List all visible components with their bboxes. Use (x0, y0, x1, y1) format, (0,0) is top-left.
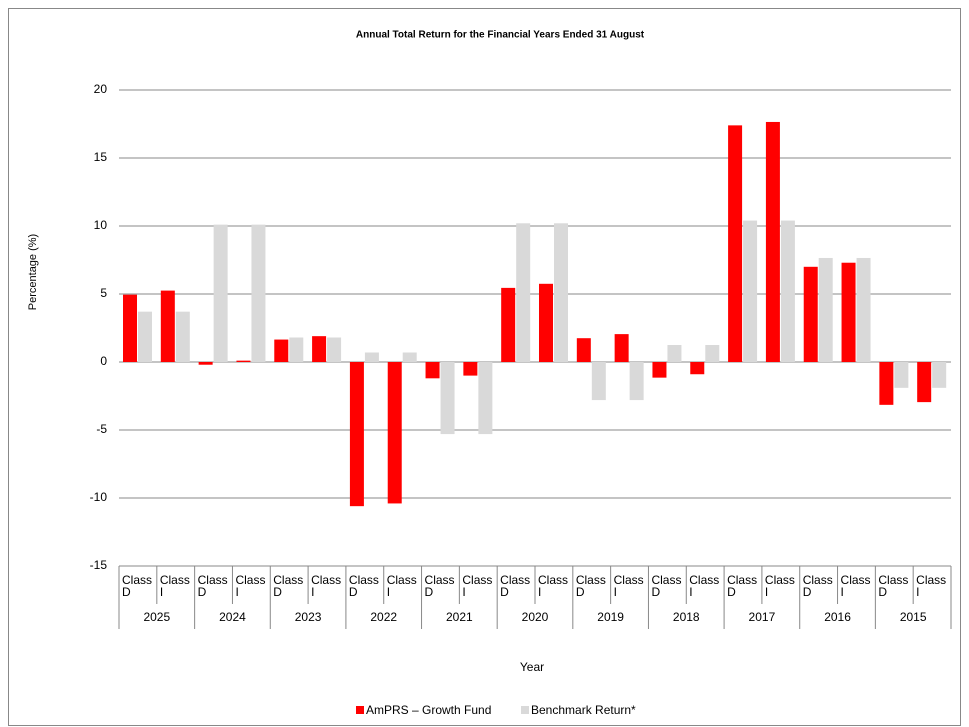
group-label: 2023 (295, 610, 322, 624)
y-tick-label: 15 (94, 150, 108, 164)
x-tick-label: Class I (689, 573, 720, 599)
x-tick-label: Class D (727, 573, 758, 599)
bar (879, 362, 894, 405)
y-tick-label: 20 (94, 82, 108, 96)
legend-label: Benchmark Return* (531, 703, 636, 717)
bar (516, 223, 531, 362)
bar (123, 294, 137, 362)
bar (402, 352, 417, 362)
bar (463, 362, 478, 376)
bar (160, 290, 175, 362)
group-label: 2019 (597, 610, 624, 624)
group-label: 2022 (370, 610, 397, 624)
bar (501, 287, 516, 362)
legend-swatch (521, 706, 529, 714)
x-tick-label: Class I (764, 573, 795, 599)
bar (425, 362, 440, 379)
bar (576, 338, 591, 362)
x-tick-label: Class D (197, 573, 228, 599)
y-tick-label: -15 (90, 558, 108, 572)
bar (236, 360, 251, 362)
bar (327, 337, 342, 362)
x-tick-label: Class I (311, 573, 342, 599)
bar (213, 224, 228, 362)
x-tick-label: Class I (386, 573, 417, 599)
chart-frame (8, 8, 961, 726)
x-tick-label: Class I (538, 573, 569, 599)
bar (175, 311, 190, 362)
bar (818, 257, 833, 362)
x-axis-title: Year (520, 660, 544, 674)
x-tick-label: Class I (235, 573, 266, 599)
y-axis-title: Percentage (%) (27, 234, 39, 310)
x-tick-label: Class D (575, 573, 606, 599)
legend-label: AmPRS – Growth Fund (366, 703, 491, 717)
bar (614, 334, 629, 362)
bar (803, 266, 818, 362)
bar (765, 121, 780, 363)
bar (274, 339, 289, 362)
bar (440, 362, 455, 435)
group-label: 2017 (749, 610, 776, 624)
x-tick-label: Class D (878, 573, 909, 599)
x-tick-label: Class I (916, 573, 947, 599)
bar (780, 220, 795, 362)
bar (251, 224, 266, 362)
group-label: 2016 (824, 610, 851, 624)
x-tick-label: Class D (802, 573, 833, 599)
y-tick-label: -10 (90, 490, 108, 504)
x-tick-label: Class I (159, 573, 190, 599)
x-tick-label: Class D (651, 573, 682, 599)
group-label: 2020 (522, 610, 549, 624)
bar (629, 362, 644, 401)
bar (387, 362, 402, 504)
group-label: 2025 (143, 610, 170, 624)
y-tick-label: -5 (96, 422, 107, 436)
bar (856, 257, 871, 362)
x-tick-label: Class I (462, 573, 493, 599)
bar (364, 352, 379, 362)
x-tick-label: Class D (122, 573, 153, 599)
y-tick-label: 10 (94, 218, 108, 232)
bar (690, 362, 705, 375)
bar (728, 125, 743, 362)
group-label: 2015 (900, 610, 927, 624)
legend-swatch (356, 706, 364, 714)
bar (667, 345, 682, 362)
bar (894, 362, 909, 388)
chart-title: Annual Total Return for the Financial Ye… (356, 30, 645, 41)
bar (289, 337, 304, 362)
bar (743, 220, 758, 362)
bar (349, 362, 364, 507)
bar (932, 362, 947, 388)
bar (841, 262, 856, 362)
group-label: 2021 (446, 610, 473, 624)
x-tick-label: Class D (348, 573, 379, 599)
y-tick-label: 0 (100, 354, 107, 368)
x-tick-label: Class D (424, 573, 455, 599)
x-tick-label: Class D (500, 573, 531, 599)
group-label: 2018 (673, 610, 700, 624)
bar (554, 223, 568, 362)
y-tick-label: 5 (100, 286, 107, 300)
bar (312, 336, 327, 362)
bar (917, 362, 932, 403)
group-label: 2024 (219, 610, 246, 624)
bar (705, 345, 720, 362)
x-tick-label: Class D (273, 573, 304, 599)
bar (198, 362, 213, 365)
x-tick-label: Class I (840, 573, 871, 599)
bar (652, 362, 667, 378)
bar (138, 311, 152, 362)
bar (539, 283, 553, 362)
bar (478, 362, 493, 435)
bar (591, 362, 606, 401)
x-tick-label: Class I (613, 573, 644, 599)
